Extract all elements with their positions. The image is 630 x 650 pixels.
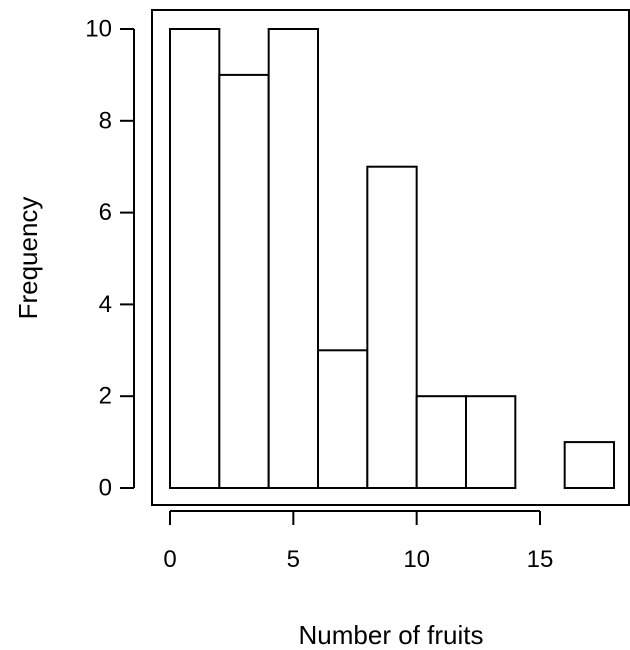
x-tick-label: 0 <box>163 546 176 573</box>
y-tick-label: 6 <box>99 199 112 226</box>
histogram-bar <box>218 73 270 490</box>
y-tick-label: 4 <box>99 291 112 318</box>
histogram-bar <box>366 165 418 489</box>
histogram-bar <box>169 28 221 489</box>
x-tick-label: 5 <box>287 546 300 573</box>
x-tick-label: 15 <box>527 546 554 573</box>
y-tick-label: 0 <box>99 475 112 502</box>
y-tick-label: 8 <box>99 107 112 134</box>
histogram-bar <box>563 441 616 490</box>
histogram-bar <box>317 349 369 489</box>
histogram-bar <box>267 28 319 489</box>
y-tick-label: 10 <box>85 16 112 43</box>
x-axis-label: Number of fruits <box>299 620 484 650</box>
y-tick-label: 2 <box>99 383 112 410</box>
histogram-bar <box>465 395 517 490</box>
x-tick-label: 10 <box>403 546 430 573</box>
y-axis-label: Frequency <box>13 197 43 320</box>
plot-frame <box>151 9 630 506</box>
histogram-bar <box>415 395 467 490</box>
